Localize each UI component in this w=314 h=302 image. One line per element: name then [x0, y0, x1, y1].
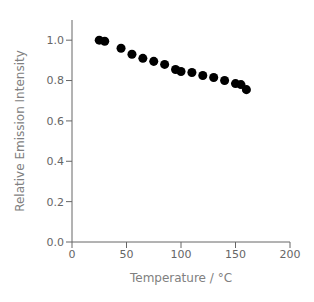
svg-text:0: 0 [69, 248, 76, 261]
svg-text:0.6: 0.6 [47, 115, 65, 128]
svg-text:Temperature / °C: Temperature / °C [129, 271, 232, 285]
svg-text:0.8: 0.8 [47, 74, 65, 87]
svg-text:0.0: 0.0 [47, 236, 65, 249]
svg-text:50: 50 [120, 248, 134, 261]
svg-text:200: 200 [280, 248, 301, 261]
svg-text:1.0: 1.0 [47, 34, 65, 47]
svg-text:100: 100 [171, 248, 192, 261]
svg-text:150: 150 [225, 248, 246, 261]
svg-text:0.4: 0.4 [47, 155, 65, 168]
svg-text:0.2: 0.2 [47, 196, 65, 209]
svg-text:Relative Emission Intensity: Relative Emission Intensity [13, 50, 27, 212]
